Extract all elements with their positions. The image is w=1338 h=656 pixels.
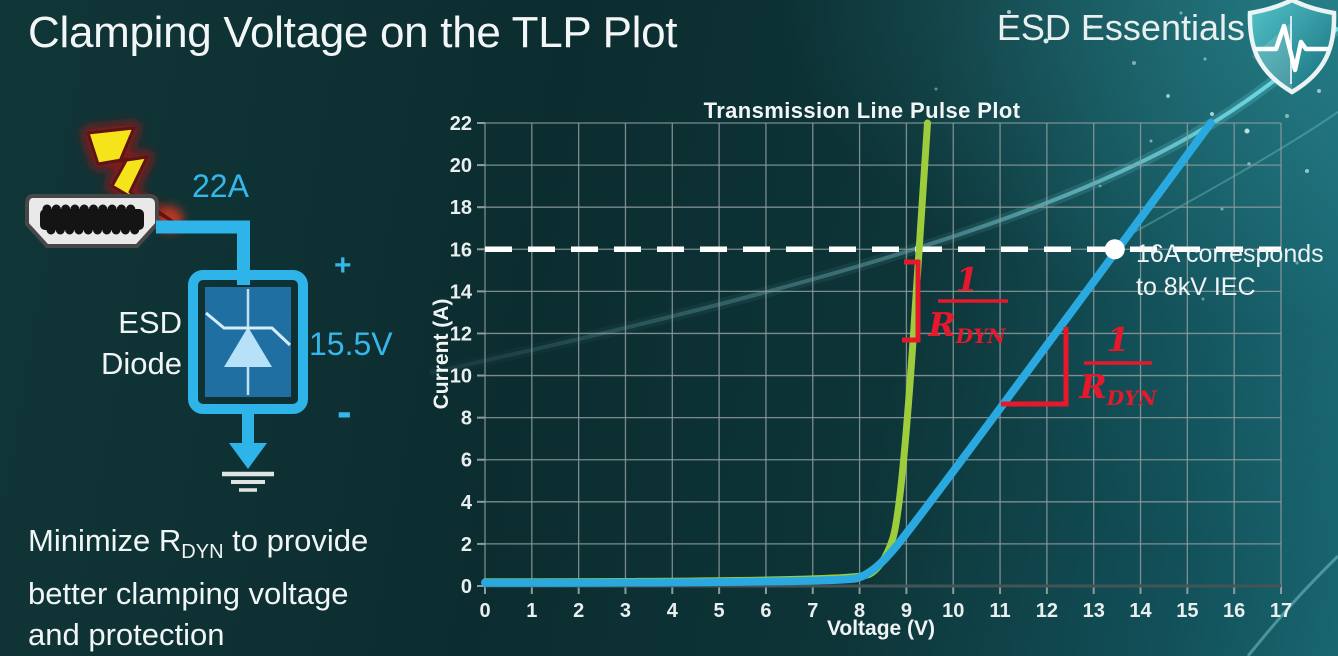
frac2-den-base: R [1078,367,1106,406]
tlp-chart: Transmission Line Pulse Plot Current (A)… [430,98,1324,640]
x-tick-label-0: 0 [479,600,490,622]
note-line1-pre: Minimize R [28,523,182,558]
frac1-denominator: RDYN [927,305,1006,348]
y-tick-label-0: 0 [461,576,472,598]
surge-wire [156,220,250,285]
y-tick-label-16: 16 [450,239,472,261]
plus-label: + [334,249,352,282]
x-tick-label-17: 17 [1270,600,1292,622]
rdyn-annotation-green: 1 RDYN [902,259,1008,348]
esd-diode-box [188,270,308,414]
frac2-numerator: 1 [1107,320,1130,359]
x-tick-label-16: 16 [1223,600,1245,622]
x-tick-label-4: 4 [667,600,679,622]
y-axis-title: Current (A) [430,299,453,410]
esd-diode-label: ESD Diode [50,302,182,384]
x-tick-label-6: 6 [760,600,771,622]
x-tick-label-3: 3 [620,600,631,622]
esd-diode-label-line1: ESD [118,305,182,340]
clamp-voltage-label: 15.5V [309,326,393,362]
esd-diode-label-line2: Diode [101,346,182,381]
ground-arrow [229,411,267,469]
brand-text: ESD Essentials [996,7,1245,48]
y-tick-label-14: 14 [450,281,473,303]
slope-bracket-blue [1001,327,1069,407]
ground-symbol-icon [222,471,274,492]
chart-title: Transmission Line Pulse Plot [704,98,1021,123]
x-tick-label-10: 10 [942,600,964,622]
x-tick-label-2: 2 [573,600,584,622]
marker-layer [1104,239,1125,260]
x-axis-title: Voltage (V) [827,617,935,640]
x-tick-label-8: 8 [854,600,865,622]
swoosh-streak [428,23,1338,656]
page-title: Clamping Voltage on the TLP Plot [28,8,678,57]
curve-blue-high-rdyn [481,119,1215,587]
note-line1: Minimize RDYN to provide [28,520,368,573]
curve-green-low-rdyn [481,119,931,586]
x-tick-label-12: 12 [1036,600,1058,622]
y-tick-label-20: 20 [450,155,472,177]
y-tick-label-4: 4 [461,492,473,514]
x-tick-label-13: 13 [1083,600,1105,622]
y-tick-label-6: 6 [461,450,472,472]
y-tick-label-22: 22 [450,113,472,135]
surge-current-label: 22A [192,168,249,204]
y-tick-label-18: 18 [450,197,472,219]
y-tick-label-8: 8 [461,408,472,430]
curve-layer [481,119,1215,587]
minus-label: - [337,387,352,436]
pulse-line-icon [1254,23,1330,73]
y-tick-label-2: 2 [461,534,472,556]
y-tick-label-12: 12 [450,323,472,345]
note-line1-sub: DYN [181,541,224,563]
y-tick-label-10: 10 [450,366,472,388]
tvs-diode-symbol [205,289,292,395]
x-tick-label-15: 15 [1176,600,1198,622]
note-line2: better clamping voltage [28,576,349,611]
takeaway-note: Minimize RDYN to provide better clamping… [28,520,368,655]
frac1-den-base: R [927,305,955,344]
x-tick-label-9: 9 [901,600,912,622]
frac1-numerator: 1 [956,260,979,299]
slope-bracket-green [902,259,921,343]
marker-label-line1: 16A corresponds [1136,240,1324,268]
x-tick-label-5: 5 [714,600,725,622]
note-line1-post: to provide [223,523,369,558]
x-tick-label-11: 11 [989,600,1010,622]
marker-label-line2: to 8kV IEC [1136,273,1256,301]
frac1-den-sub: DYN [955,324,1007,348]
sparkles [934,10,1321,301]
frac2-denominator: RDYN [1078,367,1157,410]
rdyn-annotation-blue: 1 RDYN [1001,320,1157,410]
grid-layer: 0 1 2 3 4 5 6 7 8 9 10 11 12 13 14 15 16 1702468101214161… [450,113,1292,622]
x-tick-label-14: 14 [1129,600,1152,622]
x-tick-label-1: 1 [526,600,537,622]
x-tick-label-7: 7 [807,600,818,622]
hdmi-connector-icon [25,194,159,248]
frac2-den-sub: DYN [1106,386,1158,410]
note-line3: and protection [28,617,225,652]
marker-dot [1104,239,1125,260]
